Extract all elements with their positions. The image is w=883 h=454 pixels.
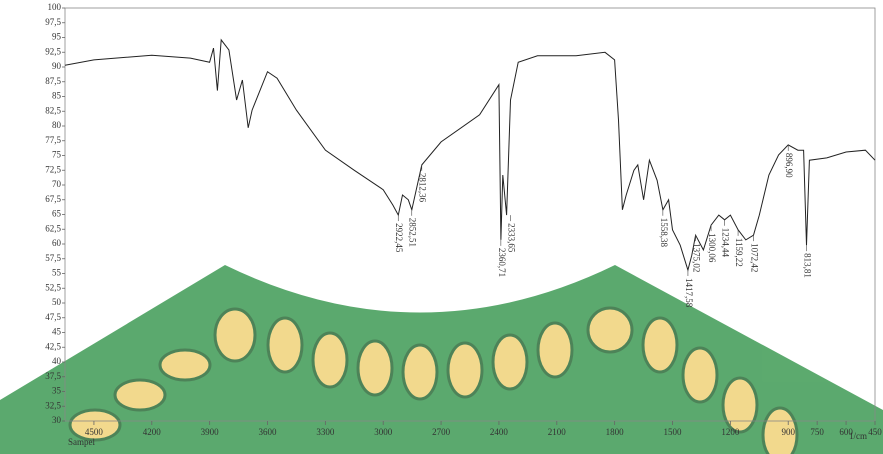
y-tick-label: 40 — [52, 356, 62, 366]
x-tick-label: 1500 — [664, 427, 683, 437]
x-tick-label: 4200 — [143, 427, 162, 437]
y-tick-label: 70 — [52, 179, 62, 189]
x-tick-label: 3300 — [316, 427, 335, 437]
y-tick-label: 90 — [52, 61, 62, 71]
page: {"chart_data": {"type": "line", "color":… — [0, 0, 883, 454]
annotation-label: 1072,42 — [749, 243, 759, 272]
y-tick-label: 47,5 — [45, 312, 61, 322]
annotation-label: 2812,36 — [418, 173, 428, 203]
x-tick-label: 2700 — [432, 427, 451, 437]
y-tick-label: 72,5 — [45, 164, 61, 174]
y-tick-label: 45 — [52, 327, 62, 337]
annotation-label: 2333,65 — [506, 223, 516, 253]
y-tick-label: 52,5 — [45, 282, 61, 292]
chart: Sampel 1/cm 3032,53537,54042,54547,55052… — [0, 0, 883, 454]
annotation-label: 2922,45 — [394, 223, 404, 253]
y-tick-label: 32,5 — [45, 400, 61, 410]
y-tick-label: 37,5 — [45, 371, 61, 381]
x-tick-label: 900 — [781, 427, 795, 437]
x-tick-label: 750 — [810, 427, 824, 437]
x-tick-label: 4500 — [85, 427, 104, 437]
annotation-label: 1159,22 — [734, 238, 744, 267]
y-tick-label: 55 — [52, 268, 62, 278]
annotation-label: 896,90 — [784, 153, 794, 178]
x-tick-label: 1800 — [606, 427, 625, 437]
series-label: Sampel — [68, 437, 95, 447]
x-tick-label: 3000 — [374, 427, 393, 437]
y-tick-label: 67,5 — [45, 194, 61, 204]
y-tick-label: 92,5 — [45, 46, 61, 56]
x-tick-label: 3900 — [201, 427, 220, 437]
y-tick-label: 60 — [52, 238, 62, 248]
x-tick-label: 450 — [868, 427, 882, 437]
x-tick-label: 1200 — [721, 427, 740, 437]
x-tick-label: 600 — [839, 427, 853, 437]
x-tick-label: 2100 — [548, 427, 567, 437]
y-tick-label: 30 — [52, 415, 62, 425]
x-tick-label: 3600 — [259, 427, 278, 437]
annotation-label: 2360,71 — [497, 248, 507, 277]
annotation-label: 1375,02 — [692, 243, 702, 272]
y-tick-label: 42,5 — [45, 341, 61, 351]
y-tick-label: 50 — [52, 297, 62, 307]
y-tick-label: 87,5 — [45, 76, 61, 86]
y-tick-label: 82,5 — [45, 105, 61, 115]
y-tick-label: 85 — [52, 91, 62, 101]
y-tick-label: 62,5 — [45, 223, 61, 233]
y-tick-label: 57,5 — [45, 253, 61, 263]
annotation-label: 1234,44 — [721, 228, 731, 258]
annotation-label: 1417,58 — [684, 278, 694, 308]
x-tick-label: 2400 — [490, 427, 509, 437]
y-tick-label: 97,5 — [45, 17, 61, 27]
y-tick-label: 35 — [52, 386, 62, 396]
y-tick-label: 95 — [52, 32, 62, 42]
y-tick-label: 100 — [48, 2, 62, 12]
annotation-label: 813,81 — [802, 253, 812, 278]
y-tick-label: 80 — [52, 120, 62, 130]
annotation-label: 1300,06 — [707, 233, 717, 263]
y-tick-label: 65 — [52, 209, 62, 219]
annotation-label: 1558,38 — [659, 218, 669, 248]
annotation-label: 2852,51 — [408, 218, 418, 247]
y-tick-label: 77,5 — [45, 135, 61, 145]
y-tick-label: 75 — [52, 150, 62, 160]
